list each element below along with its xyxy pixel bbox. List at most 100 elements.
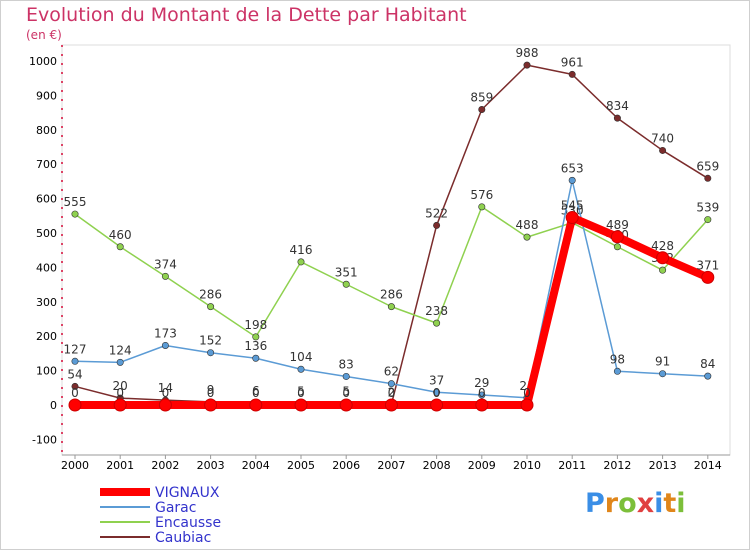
- data-label-vignaux: 0: [71, 386, 79, 400]
- data-label-garac: 62: [384, 365, 399, 379]
- x-tick-label: 2002: [151, 459, 179, 472]
- data-point-vignaux: [384, 398, 398, 412]
- data-point-vignaux: [520, 398, 534, 412]
- data-point-encausse: [297, 258, 305, 266]
- x-tick-label: 2006: [332, 459, 360, 472]
- data-point-caubiac: [71, 382, 79, 390]
- data-label-encausse: 286: [199, 288, 222, 302]
- data-label-caubiac: 9: [207, 383, 215, 397]
- data-point-garac: [478, 391, 486, 399]
- data-point-vignaux: [565, 211, 579, 225]
- y-tick-label: 800: [36, 124, 57, 137]
- data-point-garac: [252, 354, 260, 362]
- data-point-caubiac: [704, 174, 712, 182]
- legend-label-vignaux: VIGNAUX: [155, 485, 220, 501]
- y-tick-label: 200: [36, 330, 57, 343]
- data-point-vignaux: [204, 398, 218, 412]
- data-point-vignaux: [701, 270, 715, 284]
- data-point-encausse: [613, 243, 621, 251]
- data-label-caubiac: 834: [606, 99, 629, 113]
- data-point-vignaux: [656, 251, 670, 265]
- data-label-encausse: 286: [380, 288, 403, 302]
- data-label-vignaux: 0: [252, 386, 260, 400]
- data-point-encausse: [207, 303, 215, 311]
- data-point-encausse: [161, 272, 169, 280]
- data-point-vignaux: [475, 398, 489, 412]
- data-label-garac: 152: [199, 334, 222, 348]
- data-label-garac: 29: [474, 376, 489, 390]
- data-label-caubiac: 54: [67, 367, 82, 381]
- data-point-vignaux: [294, 398, 308, 412]
- data-label-vignaux: 371: [696, 258, 719, 272]
- data-label-garac: 104: [290, 350, 313, 364]
- chart-subtitle: (en €): [26, 28, 62, 42]
- legend-label-encausse: Encausse: [155, 515, 221, 531]
- data-label-garac: 98: [610, 352, 625, 366]
- y-tick-label: 300: [36, 296, 57, 309]
- data-label-caubiac: 859: [470, 91, 493, 105]
- data-label-encausse: 576: [470, 188, 493, 202]
- data-label-encausse: 198: [244, 318, 267, 332]
- data-label-caubiac: 740: [651, 131, 674, 145]
- x-tick-label: 2011: [558, 459, 586, 472]
- data-label-caubiac: 522: [425, 206, 448, 220]
- data-point-encausse: [659, 266, 667, 274]
- y-tick-label: 900: [36, 89, 57, 102]
- data-label-vignaux: 545: [561, 199, 584, 213]
- data-label-garac: 84: [700, 357, 715, 371]
- legend-label-caubiac: Caubiac: [155, 530, 211, 546]
- data-point-garac: [704, 372, 712, 380]
- data-label-encausse: 488: [516, 218, 539, 232]
- x-tick-label: 2001: [106, 459, 134, 472]
- data-point-vignaux: [610, 230, 624, 244]
- x-tick-label: 2009: [468, 459, 496, 472]
- data-label-caubiac: 14: [158, 381, 173, 395]
- data-point-vignaux: [249, 398, 263, 412]
- data-point-encausse: [116, 243, 124, 251]
- data-label-vignaux: 0: [297, 386, 305, 400]
- data-label-vignaux: 0: [433, 386, 441, 400]
- x-tick-label: 2012: [603, 459, 631, 472]
- data-label-garac: 91: [655, 355, 670, 369]
- data-label-garac: 127: [64, 342, 87, 356]
- data-point-vignaux: [113, 398, 127, 412]
- y-tick-label: 1000: [29, 55, 57, 68]
- data-point-encausse: [252, 333, 260, 341]
- x-tick-label: 2004: [242, 459, 270, 472]
- data-point-caubiac: [659, 146, 667, 154]
- data-point-garac: [342, 372, 350, 380]
- data-label-encausse: 416: [290, 243, 313, 257]
- data-label-vignaux: 0: [388, 386, 396, 400]
- data-label-garac: 83: [339, 357, 354, 371]
- data-point-vignaux: [339, 398, 353, 412]
- x-tick-label: 2010: [513, 459, 541, 472]
- data-label-vignaux: 0: [116, 386, 124, 400]
- data-label-garac: 653: [561, 161, 584, 175]
- data-point-encausse: [704, 216, 712, 224]
- data-label-encausse: 539: [696, 201, 719, 215]
- data-label-vignaux: 0: [162, 386, 170, 400]
- chart-title: Evolution du Montant de la Dette par Hab…: [26, 4, 467, 26]
- data-label-caubiac: 5: [342, 384, 350, 398]
- data-label-caubiac: 5: [297, 384, 305, 398]
- data-label-vignaux: 0: [342, 386, 350, 400]
- data-point-garac: [387, 380, 395, 388]
- data-point-caubiac: [433, 221, 441, 229]
- data-label-encausse: 460: [109, 228, 132, 242]
- data-point-encausse: [478, 203, 486, 211]
- y-tick-label: 400: [36, 261, 57, 274]
- data-point-garac: [207, 349, 215, 357]
- data-label-caubiac: 6: [252, 384, 260, 398]
- x-tick-label: 2013: [649, 459, 677, 472]
- data-label-caubiac: 20: [113, 379, 128, 393]
- data-point-encausse: [71, 210, 79, 218]
- data-point-vignaux: [158, 398, 172, 412]
- data-label-garac: 173: [154, 326, 177, 340]
- data-point-garac: [71, 357, 79, 365]
- data-point-garac: [568, 176, 576, 184]
- data-label-encausse: 555: [64, 195, 87, 209]
- data-point-caubiac: [478, 106, 486, 114]
- data-point-caubiac: [613, 114, 621, 122]
